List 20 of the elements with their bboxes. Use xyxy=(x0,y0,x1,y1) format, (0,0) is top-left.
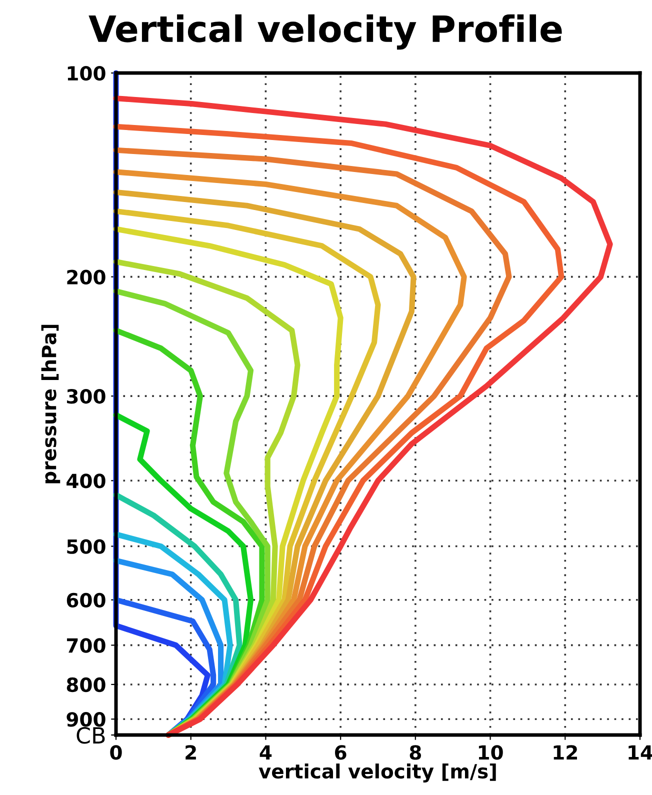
y-tick-label: 800 xyxy=(66,677,106,692)
y-tick-label: CB xyxy=(76,726,105,744)
y-tick-label: 600 xyxy=(66,592,106,608)
y-tick-label: 500 xyxy=(67,539,106,554)
y-tick-label: 400 xyxy=(66,474,106,488)
chart-title: Vertical velocity Profile xyxy=(88,14,562,50)
x-tick-label: 12 xyxy=(554,745,577,760)
y-tick-label: 300 xyxy=(66,389,106,404)
y-axis-title: pressure [hPa] xyxy=(41,324,60,484)
x-tick-label: 6 xyxy=(335,745,346,760)
x-axis-title: vertical velocity [m/s] xyxy=(258,764,496,783)
y-tick-label: 900 xyxy=(66,712,106,727)
x-tick-label: 4 xyxy=(260,745,272,760)
x-tick-label: 10 xyxy=(478,745,503,760)
y-tick-label: 700 xyxy=(66,638,106,653)
y-tick-label: 100 xyxy=(68,66,106,81)
x-tick-label: 2 xyxy=(186,745,196,760)
y-tick-label: 200 xyxy=(67,270,106,284)
x-tick-label: 0 xyxy=(110,745,122,760)
x-tick-label: 8 xyxy=(410,745,421,760)
